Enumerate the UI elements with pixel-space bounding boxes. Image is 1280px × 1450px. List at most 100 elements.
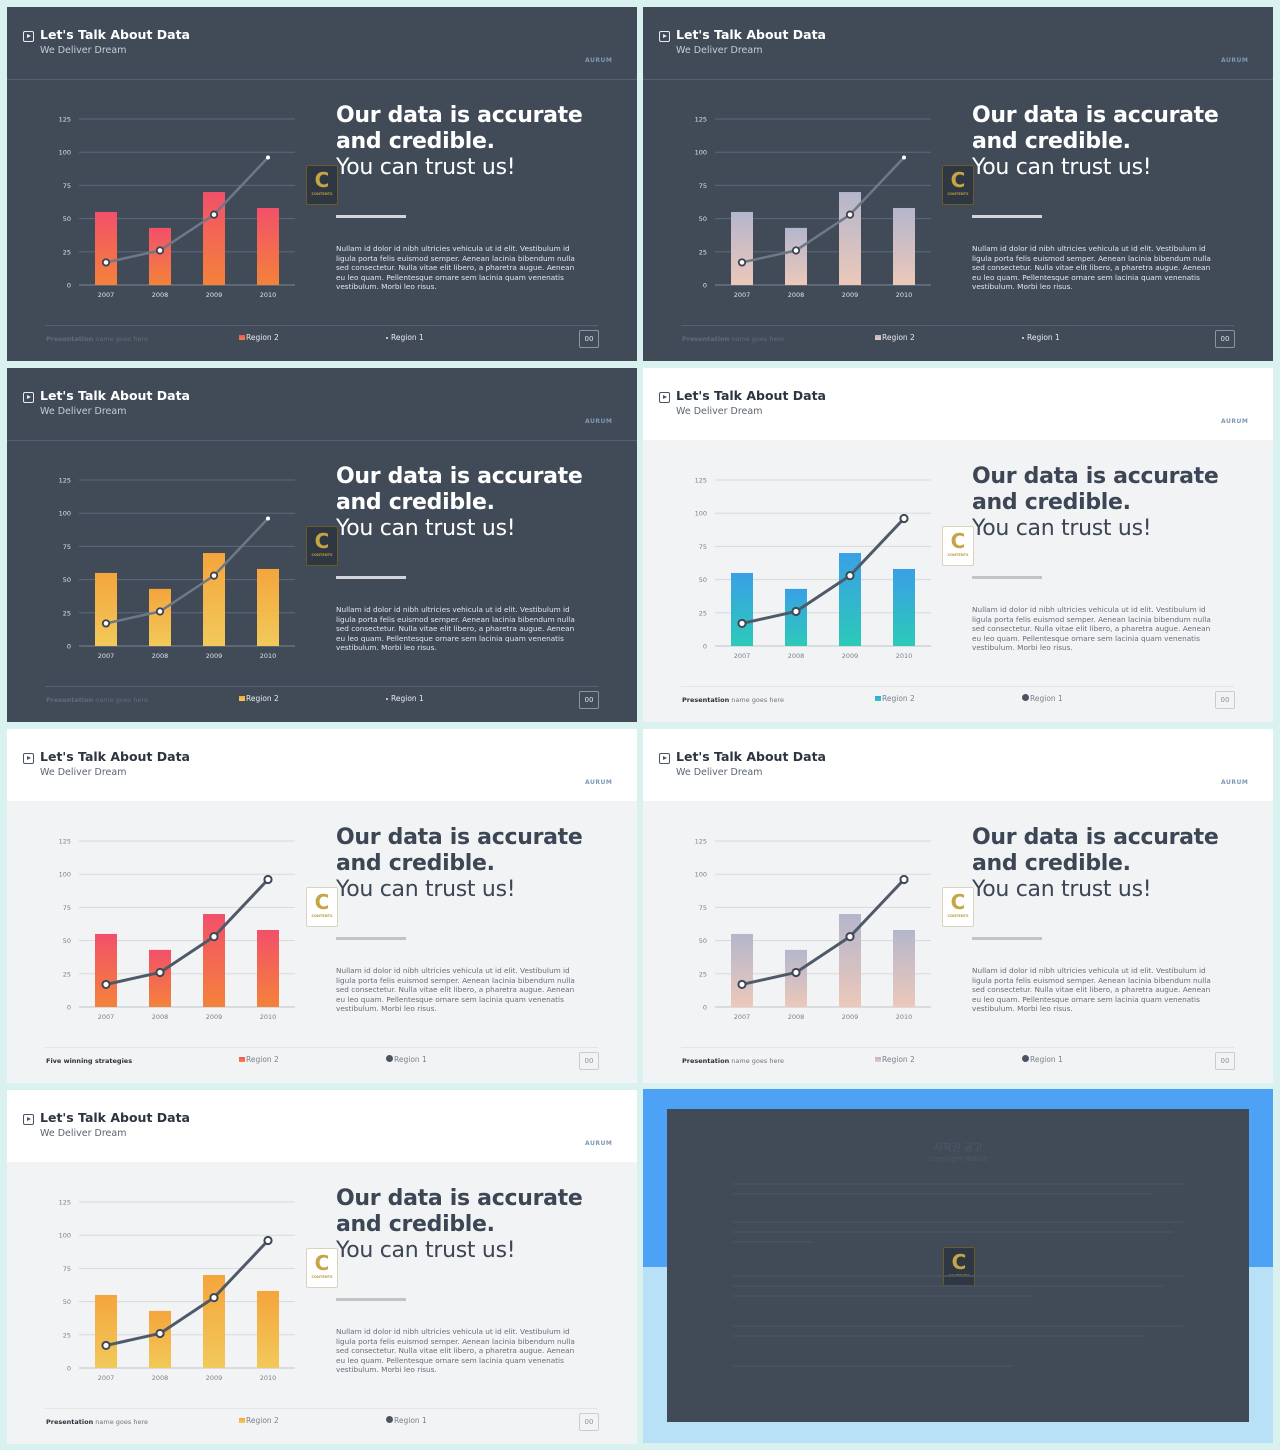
- y-tick-label: 25: [63, 1331, 71, 1339]
- y-tick-label: 25: [63, 970, 71, 978]
- footer-rest: name goes here: [731, 696, 784, 704]
- copyright-text-line: [733, 1295, 1033, 1297]
- line-point: [266, 516, 270, 521]
- headline: Our data is accurate and credible. You can…: [972, 825, 1272, 903]
- slide-6[interactable]: Let's Talk About Data We Deliver Dream AUR…: [643, 729, 1273, 1083]
- slide-4[interactable]: Let's Talk About Data We Deliver Dream AUR…: [643, 368, 1273, 722]
- slide-7[interactable]: Let's Talk About Data We Deliver Dream AUR…: [7, 1090, 637, 1444]
- slide-5[interactable]: Let's Talk About Data We Deliver Dream AUR…: [7, 729, 637, 1083]
- line-point: [155, 607, 165, 616]
- body-paragraph: Nullam id dolor id nibh ultricies vehicu…: [336, 966, 575, 1013]
- headline-line-3: You can trust us!: [972, 877, 1152, 902]
- headline-line-3: You can trust us!: [336, 877, 516, 902]
- legend-region-2: Region 2: [875, 1055, 915, 1064]
- y-tick-label: 25: [699, 609, 707, 617]
- combo-chart: 0 25 50 75 100 125 2007 2008 2009 2010: [695, 116, 931, 299]
- legend-swatch: [875, 335, 881, 340]
- copyright-text-line: [733, 1335, 1143, 1337]
- footer-rest: name goes here: [731, 335, 784, 343]
- logo-text: CONTENTS: [311, 1275, 333, 1279]
- x-tick-label: 2008: [152, 291, 169, 299]
- footer-rest: name goes here: [95, 696, 148, 704]
- logo-text: CONTENTS: [947, 192, 969, 196]
- x-tick-label: 2007: [734, 652, 751, 660]
- legend-region-2: Region 2: [239, 1416, 279, 1425]
- headline-line-1: Our data is accurate: [972, 103, 1219, 128]
- x-tick-label: 2007: [98, 1374, 115, 1382]
- legend-region-2: Region 2: [239, 694, 279, 703]
- play-icon[interactable]: [23, 753, 34, 764]
- contents-logo-icon: C CONTENTS: [306, 165, 338, 205]
- legend-marker: [1022, 337, 1024, 339]
- slide-1[interactable]: Let's Talk About Data We Deliver Dream AUR…: [7, 7, 637, 361]
- logo-letter: C: [314, 529, 330, 553]
- page-number: 00: [1215, 330, 1235, 348]
- header-divider: [643, 79, 1273, 80]
- line-point: [791, 967, 801, 978]
- bar-2009: [203, 553, 225, 646]
- footer-bold: Presentation: [682, 696, 730, 704]
- headline: Our data is accurate and credible. You can…: [972, 464, 1272, 542]
- play-icon[interactable]: [659, 392, 670, 403]
- x-tick-label: 2007: [98, 1013, 115, 1021]
- body-paragraph: Nullam id dolor id nibh ultricies vehicu…: [336, 605, 575, 652]
- legend-label: Region 2: [246, 694, 279, 703]
- legend-region-1: Region 1: [386, 333, 424, 342]
- y-tick-label: 50: [63, 1298, 71, 1306]
- legend-marker: [386, 1416, 393, 1423]
- contents-logo-icon: C CONTENTS: [306, 1248, 338, 1288]
- y-tick-label: 50: [699, 576, 707, 584]
- line-point: [101, 979, 111, 990]
- play-icon[interactable]: [23, 31, 34, 42]
- y-tick-label: 50: [699, 215, 707, 223]
- slide-subtitle: We Deliver Dream: [40, 406, 127, 417]
- play-icon[interactable]: [659, 31, 670, 42]
- slide-2[interactable]: Let's Talk About Data We Deliver Dream AUR…: [643, 7, 1273, 361]
- footer-rest: name goes here: [95, 335, 148, 343]
- divider-rule: [336, 937, 406, 940]
- x-tick-label: 2008: [152, 652, 169, 660]
- y-tick-label: 100: [695, 510, 707, 518]
- line-point: [845, 571, 855, 581]
- legend-swatch: [239, 1418, 245, 1423]
- y-tick-label: 0: [67, 1365, 71, 1373]
- slide-title: Let's Talk About Data: [676, 749, 826, 764]
- body-paragraph: Nullam id dolor id nibh ultricies vehicu…: [972, 244, 1211, 291]
- copyright-text-line: [733, 1231, 1173, 1233]
- legend-swatch: [239, 696, 245, 701]
- contents-logo-icon: C CONTENTS: [942, 526, 974, 566]
- copyright-slide[interactable]: 저작권 공고 Copyright Notice C CONTENTS: [643, 1089, 1273, 1443]
- page-number: 00: [579, 330, 599, 348]
- play-icon[interactable]: [659, 753, 670, 764]
- x-tick-label: 2008: [788, 1013, 805, 1021]
- bar-2009: [839, 553, 861, 646]
- y-tick-label: 75: [63, 1265, 71, 1273]
- legend-marker: [386, 337, 388, 339]
- bar-2010: [257, 207, 279, 285]
- bar-2008: [785, 588, 807, 646]
- footer-label: Five winning strategies: [46, 1057, 132, 1065]
- y-tick-label: 25: [699, 248, 707, 256]
- footer-bold: Presentation: [682, 335, 730, 343]
- play-icon[interactable]: [23, 1114, 34, 1125]
- y-tick-label: 50: [699, 937, 707, 945]
- line-point: [101, 258, 111, 267]
- headline-line-3: You can trust us!: [336, 1238, 516, 1263]
- logo-letter: C: [950, 890, 966, 914]
- footer-label: Presentation name goes here: [46, 696, 148, 704]
- x-tick-label: 2010: [896, 1013, 913, 1021]
- headline-line-3: You can trust us!: [336, 155, 516, 180]
- slide-title: Let's Talk About Data: [40, 749, 190, 764]
- brand-label: AURUM: [1221, 779, 1249, 786]
- y-tick-label: 75: [699, 182, 707, 190]
- bar-2008: [149, 588, 171, 646]
- slide-3[interactable]: Let's Talk About Data We Deliver Dream AUR…: [7, 368, 637, 722]
- headline-line-1: Our data is accurate: [336, 464, 583, 489]
- legend-region-1: Region 1: [386, 1055, 427, 1064]
- x-tick-label: 2009: [206, 1374, 223, 1382]
- legend-label: Region 2: [882, 1055, 915, 1064]
- headline-line-3: You can trust us!: [972, 516, 1152, 541]
- legend-swatch: [239, 1057, 245, 1062]
- line-point: [737, 618, 747, 629]
- play-icon[interactable]: [23, 392, 34, 403]
